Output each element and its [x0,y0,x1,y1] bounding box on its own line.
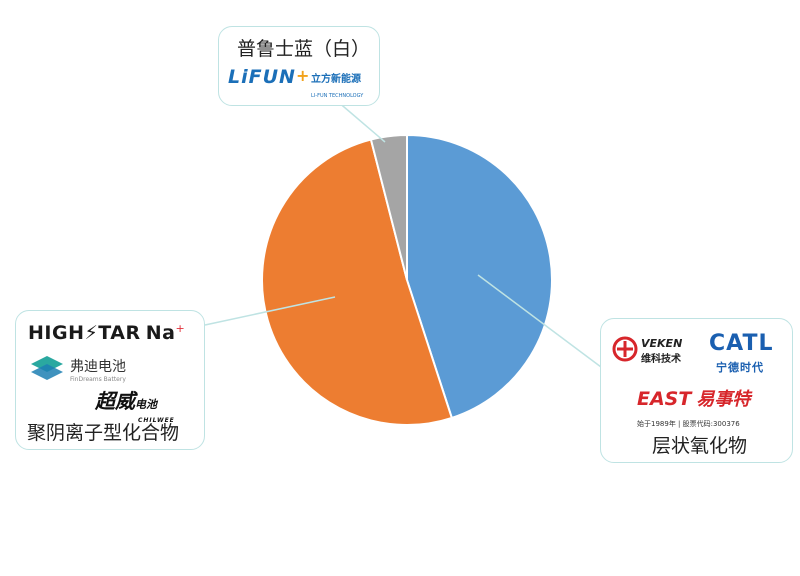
veken-logo: VEKEN 维科技术 [641,337,682,365]
callout-prussian-label: 普鲁士蓝（白） [237,38,371,60]
chilwee-en-wrap: CHILWEE [138,407,175,426]
east-en: EAST [637,388,692,410]
lifun-logo-cn: 立方新能源 [311,67,361,86]
catl-cn: 宁德时代 [716,361,764,374]
chilwee-small: 电池 [135,398,157,411]
lifun-logo-main: LiFUN [228,66,296,88]
hishstar-na: Na [145,322,176,344]
chilwee-logo: 超威电池 [95,385,157,414]
veken-cn: 维科技术 [641,354,681,365]
lifun-cn-text: 立方新能源 [311,74,361,85]
east-logo: EAST 易事特 [637,385,750,411]
findreams-icon [31,356,63,380]
pie-slice-1 [261,138,454,426]
leader-line-polyanion [204,296,336,326]
leader-line-layered [477,274,606,371]
hishstar-logo: HIGH⚡TAR Na+ [28,322,185,344]
lifun-logo: LiFUN+ [228,66,309,88]
pie-slice-2 [369,133,408,281]
catl-logo: CATL [709,331,774,356]
east-sub: 始于1989年 | 股票代码:300376 [637,420,740,428]
lifun-en-text: LI-FUN TECHNOLOGY [311,93,364,99]
east-cn: 易事特 [696,389,751,410]
callout-layered-label: 层状氧化物 [652,435,748,457]
findreams-logo: 弗迪电池 FinDreams Battery [70,356,126,383]
callout-polyanion-label: 聚阴离子型化合物 [27,422,180,444]
veken-icon [612,336,638,362]
pie-slices [261,133,553,426]
chilwee-en: CHILWEE [138,417,175,424]
catl-en: CATL [709,331,774,356]
lifun-logo-en: LI-FUN TECHNOLOGY [311,82,363,101]
findreams-cn: 弗迪电池 [70,359,126,375]
catl-cn-wrap: 宁德时代 [716,356,764,375]
east-sub-wrap: 始于1989年 | 股票代码:300376 [637,411,740,430]
findreams-en: FinDreams Battery [70,376,126,383]
lifun-logo-plus: + [295,66,310,85]
callout-polyanion [15,310,205,450]
hishstar-plus: + [175,322,185,335]
veken-en: VEKEN [641,337,683,350]
chilwee-cn: 超威 [95,389,135,413]
hishstar-text: HIGH⚡TAR [28,322,141,344]
callout-prussian [218,26,380,106]
